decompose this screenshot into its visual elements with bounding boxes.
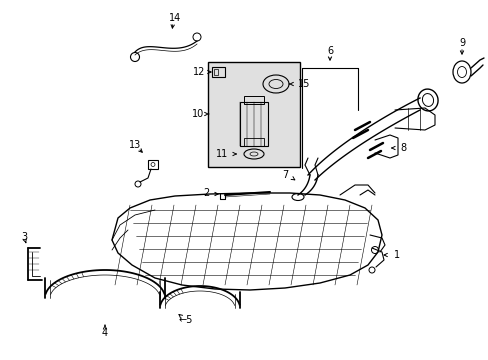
Text: 13: 13: [129, 140, 141, 150]
Text: 6: 6: [326, 46, 332, 56]
Text: ←5: ←5: [179, 315, 193, 325]
Text: 7: 7: [281, 170, 287, 180]
Bar: [207, 62, 299, 167]
Text: 15: 15: [297, 79, 310, 89]
Text: 2: 2: [203, 188, 209, 198]
Bar: [244, 138, 264, 146]
Text: 3: 3: [21, 232, 27, 242]
Text: 9: 9: [458, 38, 464, 48]
Bar: [214, 69, 218, 75]
Text: 8: 8: [399, 143, 406, 153]
Text: 1: 1: [393, 250, 399, 260]
Bar: [212, 67, 224, 77]
Text: 12: 12: [192, 67, 204, 77]
Text: 4: 4: [102, 328, 108, 338]
Text: 14: 14: [168, 13, 181, 23]
Bar: [148, 160, 158, 169]
Bar: [240, 102, 267, 146]
Bar: [244, 96, 264, 104]
Text: 11: 11: [215, 149, 227, 159]
Text: 10: 10: [191, 109, 203, 119]
